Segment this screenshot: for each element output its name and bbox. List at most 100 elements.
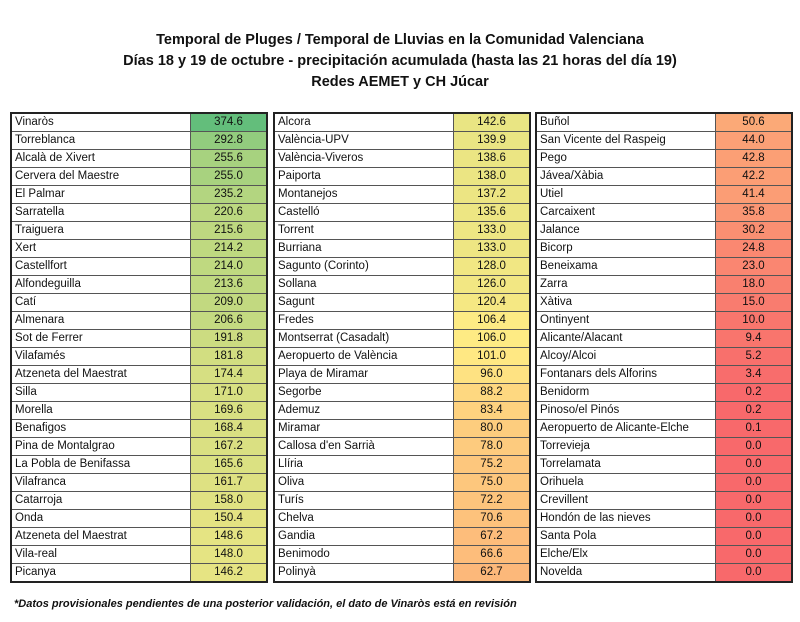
station-name: Bicorp <box>536 239 716 258</box>
station-name: Paiporta <box>274 167 454 186</box>
table-row: Crevillent 0.0 <box>536 491 792 510</box>
station-name: Fontanars dels Alforins <box>536 365 716 384</box>
precipitation-value: 15.0 <box>715 293 792 312</box>
table-row: Turís 72.2 <box>274 491 530 510</box>
precipitation-value: 161.7 <box>190 473 267 492</box>
station-name: Alcoy/Alcoi <box>536 347 716 366</box>
table-row: Vinaròs 374.6 <box>11 113 267 132</box>
station-name: Elche/Elx <box>536 545 716 564</box>
table-row: Atzeneta del Maestrat 174.4 <box>11 365 267 384</box>
table-row: Atzeneta del Maestrat 148.6 <box>11 527 267 546</box>
precipitation-value: 83.4 <box>453 401 530 420</box>
precipitation-value: 137.2 <box>453 185 530 204</box>
precipitation-value: 50.6 <box>715 113 792 132</box>
table-row: Ontinyent 10.0 <box>536 311 792 330</box>
footnote: *Datos provisionales pendientes de una p… <box>14 598 517 610</box>
table-row: Aeropuerto de Alicante-Elche 0.1 <box>536 419 792 438</box>
table-row: San Vicente del Raspeig 44.0 <box>536 131 792 150</box>
precipitation-value: 24.8 <box>715 239 792 258</box>
station-name: Benidorm <box>536 383 716 402</box>
precipitation-value: 139.9 <box>453 131 530 150</box>
table-row: Gandia 67.2 <box>274 527 530 546</box>
station-name: Pego <box>536 149 716 168</box>
table-row: Benafigos 168.4 <box>11 419 267 438</box>
station-name: Jalance <box>536 221 716 240</box>
precipitation-value: 255.6 <box>190 149 267 168</box>
precipitation-table-2: Alcora 142.6 València-UPV 139.9 València-Viv… <box>273 112 531 583</box>
table-row: Paiporta 138.0 <box>274 167 530 186</box>
table-row: Cervera del Maestre 255.0 <box>11 167 267 186</box>
table-row: Aeropuerto de València 101.0 <box>274 347 530 366</box>
precipitation-value: 214.0 <box>190 257 267 276</box>
station-name: Ontinyent <box>536 311 716 330</box>
station-name: Castellfort <box>11 257 191 276</box>
station-name: Alfondeguilla <box>11 275 191 294</box>
precipitation-value: 75.2 <box>453 455 530 474</box>
precipitation-value: 66.6 <box>453 545 530 564</box>
precipitation-value: 133.0 <box>453 221 530 240</box>
precipitation-value: 0.1 <box>715 419 792 438</box>
precipitation-value: 255.0 <box>190 167 267 186</box>
precipitation-value: 150.4 <box>190 509 267 528</box>
table-row: Playa de Miramar 96.0 <box>274 365 530 384</box>
table-row: València-Viveros 138.6 <box>274 149 530 168</box>
station-name: Pinoso/el Pinós <box>536 401 716 420</box>
table-row: Carcaixent 35.8 <box>536 203 792 222</box>
precipitation-value: 41.4 <box>715 185 792 204</box>
table-row: Alicante/Alacant 9.4 <box>536 329 792 348</box>
table-row: València-UPV 139.9 <box>274 131 530 150</box>
table-row: Vilafamés 181.8 <box>11 347 267 366</box>
station-name: Vilafranca <box>11 473 191 492</box>
station-name: Benimodo <box>274 545 454 564</box>
precipitation-value: 0.0 <box>715 473 792 492</box>
station-name: San Vicente del Raspeig <box>536 131 716 150</box>
precipitation-value: 292.8 <box>190 131 267 150</box>
precipitation-value: 214.2 <box>190 239 267 258</box>
station-name: Xert <box>11 239 191 258</box>
precipitation-value: 135.6 <box>453 203 530 222</box>
station-name: Buñol <box>536 113 716 132</box>
station-name: Sarratella <box>11 203 191 222</box>
precipitation-value: 174.4 <box>190 365 267 384</box>
precipitation-value: 133.0 <box>453 239 530 258</box>
station-name: Fredes <box>274 311 454 330</box>
precipitation-value: 9.4 <box>715 329 792 348</box>
precipitation-value: 106.0 <box>453 329 530 348</box>
station-name: Vilafamés <box>11 347 191 366</box>
precipitation-value: 70.6 <box>453 509 530 528</box>
table-row: Picanya 146.2 <box>11 563 267 583</box>
table-row: Miramar 80.0 <box>274 419 530 438</box>
table-row: Traiguera 215.6 <box>11 221 267 240</box>
station-name: Gandia <box>274 527 454 546</box>
page-title: Temporal de Pluges / Temporal de Lluvias… <box>0 30 800 93</box>
precipitation-value: 215.6 <box>190 221 267 240</box>
station-name: El Palmar <box>11 185 191 204</box>
station-name: Alcora <box>274 113 454 132</box>
station-name: Utiel <box>536 185 716 204</box>
precipitation-value: 44.0 <box>715 131 792 150</box>
station-name: Catarroja <box>11 491 191 510</box>
precipitation-value: 88.2 <box>453 383 530 402</box>
station-name: Vinaròs <box>11 113 191 132</box>
precipitation-value: 146.2 <box>190 563 267 583</box>
table-row: Llíria 75.2 <box>274 455 530 474</box>
station-name: Beneixama <box>536 257 716 276</box>
precipitation-value: 62.7 <box>453 563 530 583</box>
table-row: Montanejos 137.2 <box>274 185 530 204</box>
table-row: Jávea/Xàbia 42.2 <box>536 167 792 186</box>
precipitation-value: 5.2 <box>715 347 792 366</box>
precipitation-table-1: Vinaròs 374.6 Torreblanca 292.8 Alcalà de Xi… <box>10 112 268 583</box>
station-name: Benafigos <box>11 419 191 438</box>
station-name: La Pobla de Benifassa <box>11 455 191 474</box>
station-name: Atzeneta del Maestrat <box>11 527 191 546</box>
table-row: Castelló 135.6 <box>274 203 530 222</box>
precipitation-value: 18.0 <box>715 275 792 294</box>
station-name: Segorbe <box>274 383 454 402</box>
precipitation-value: 0.2 <box>715 383 792 402</box>
station-name: Zarra <box>536 275 716 294</box>
precipitation-value: 42.8 <box>715 149 792 168</box>
station-name: Oliva <box>274 473 454 492</box>
station-name: Cervera del Maestre <box>11 167 191 186</box>
precipitation-value: 142.6 <box>453 113 530 132</box>
station-name: Sagunto (Corinto) <box>274 257 454 276</box>
